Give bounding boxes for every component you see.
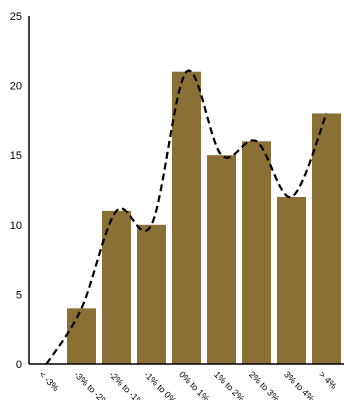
y-tick-label-5: 25	[10, 11, 22, 23]
bars-group	[67, 71, 341, 365]
y-tick-label-0: 0	[16, 359, 22, 371]
x-ticks-group: < -3% -3% to -2%-2% to -1%-1% to 0%0% to …	[37, 369, 339, 400]
bar-3	[137, 224, 166, 364]
x-tick-label-5: 1% to 2%	[212, 369, 246, 400]
y-tick-label-1: 5	[16, 289, 22, 301]
bar-2	[102, 210, 131, 364]
x-tick-label-4: 0% to 1%	[177, 369, 211, 400]
bar-7	[277, 196, 306, 364]
x-tick-label-3: -1% to 0%	[142, 369, 178, 400]
x-tick-label-7: 3% to 4%	[282, 369, 316, 400]
x-tick-label-2: -2% to -1%	[107, 369, 146, 400]
x-tick-label-6: 2% to 3%	[247, 369, 281, 400]
y-tick-label-2: 10	[10, 220, 22, 232]
bar-4	[172, 71, 201, 365]
bar-1	[67, 308, 96, 364]
y-ticks-group: 0 5 10 15 20 25	[10, 11, 22, 371]
y-tick-label-3: 15	[10, 150, 22, 162]
bar-8	[312, 113, 341, 364]
x-tick-label-0: < -3%	[37, 369, 61, 393]
x-tick-label-8: > 4%	[317, 369, 339, 391]
x-tick-label-1: -3% to -2%	[72, 369, 111, 400]
bar-6	[242, 141, 271, 364]
y-tick-label-4: 20	[10, 81, 22, 93]
bar-5	[207, 155, 236, 364]
